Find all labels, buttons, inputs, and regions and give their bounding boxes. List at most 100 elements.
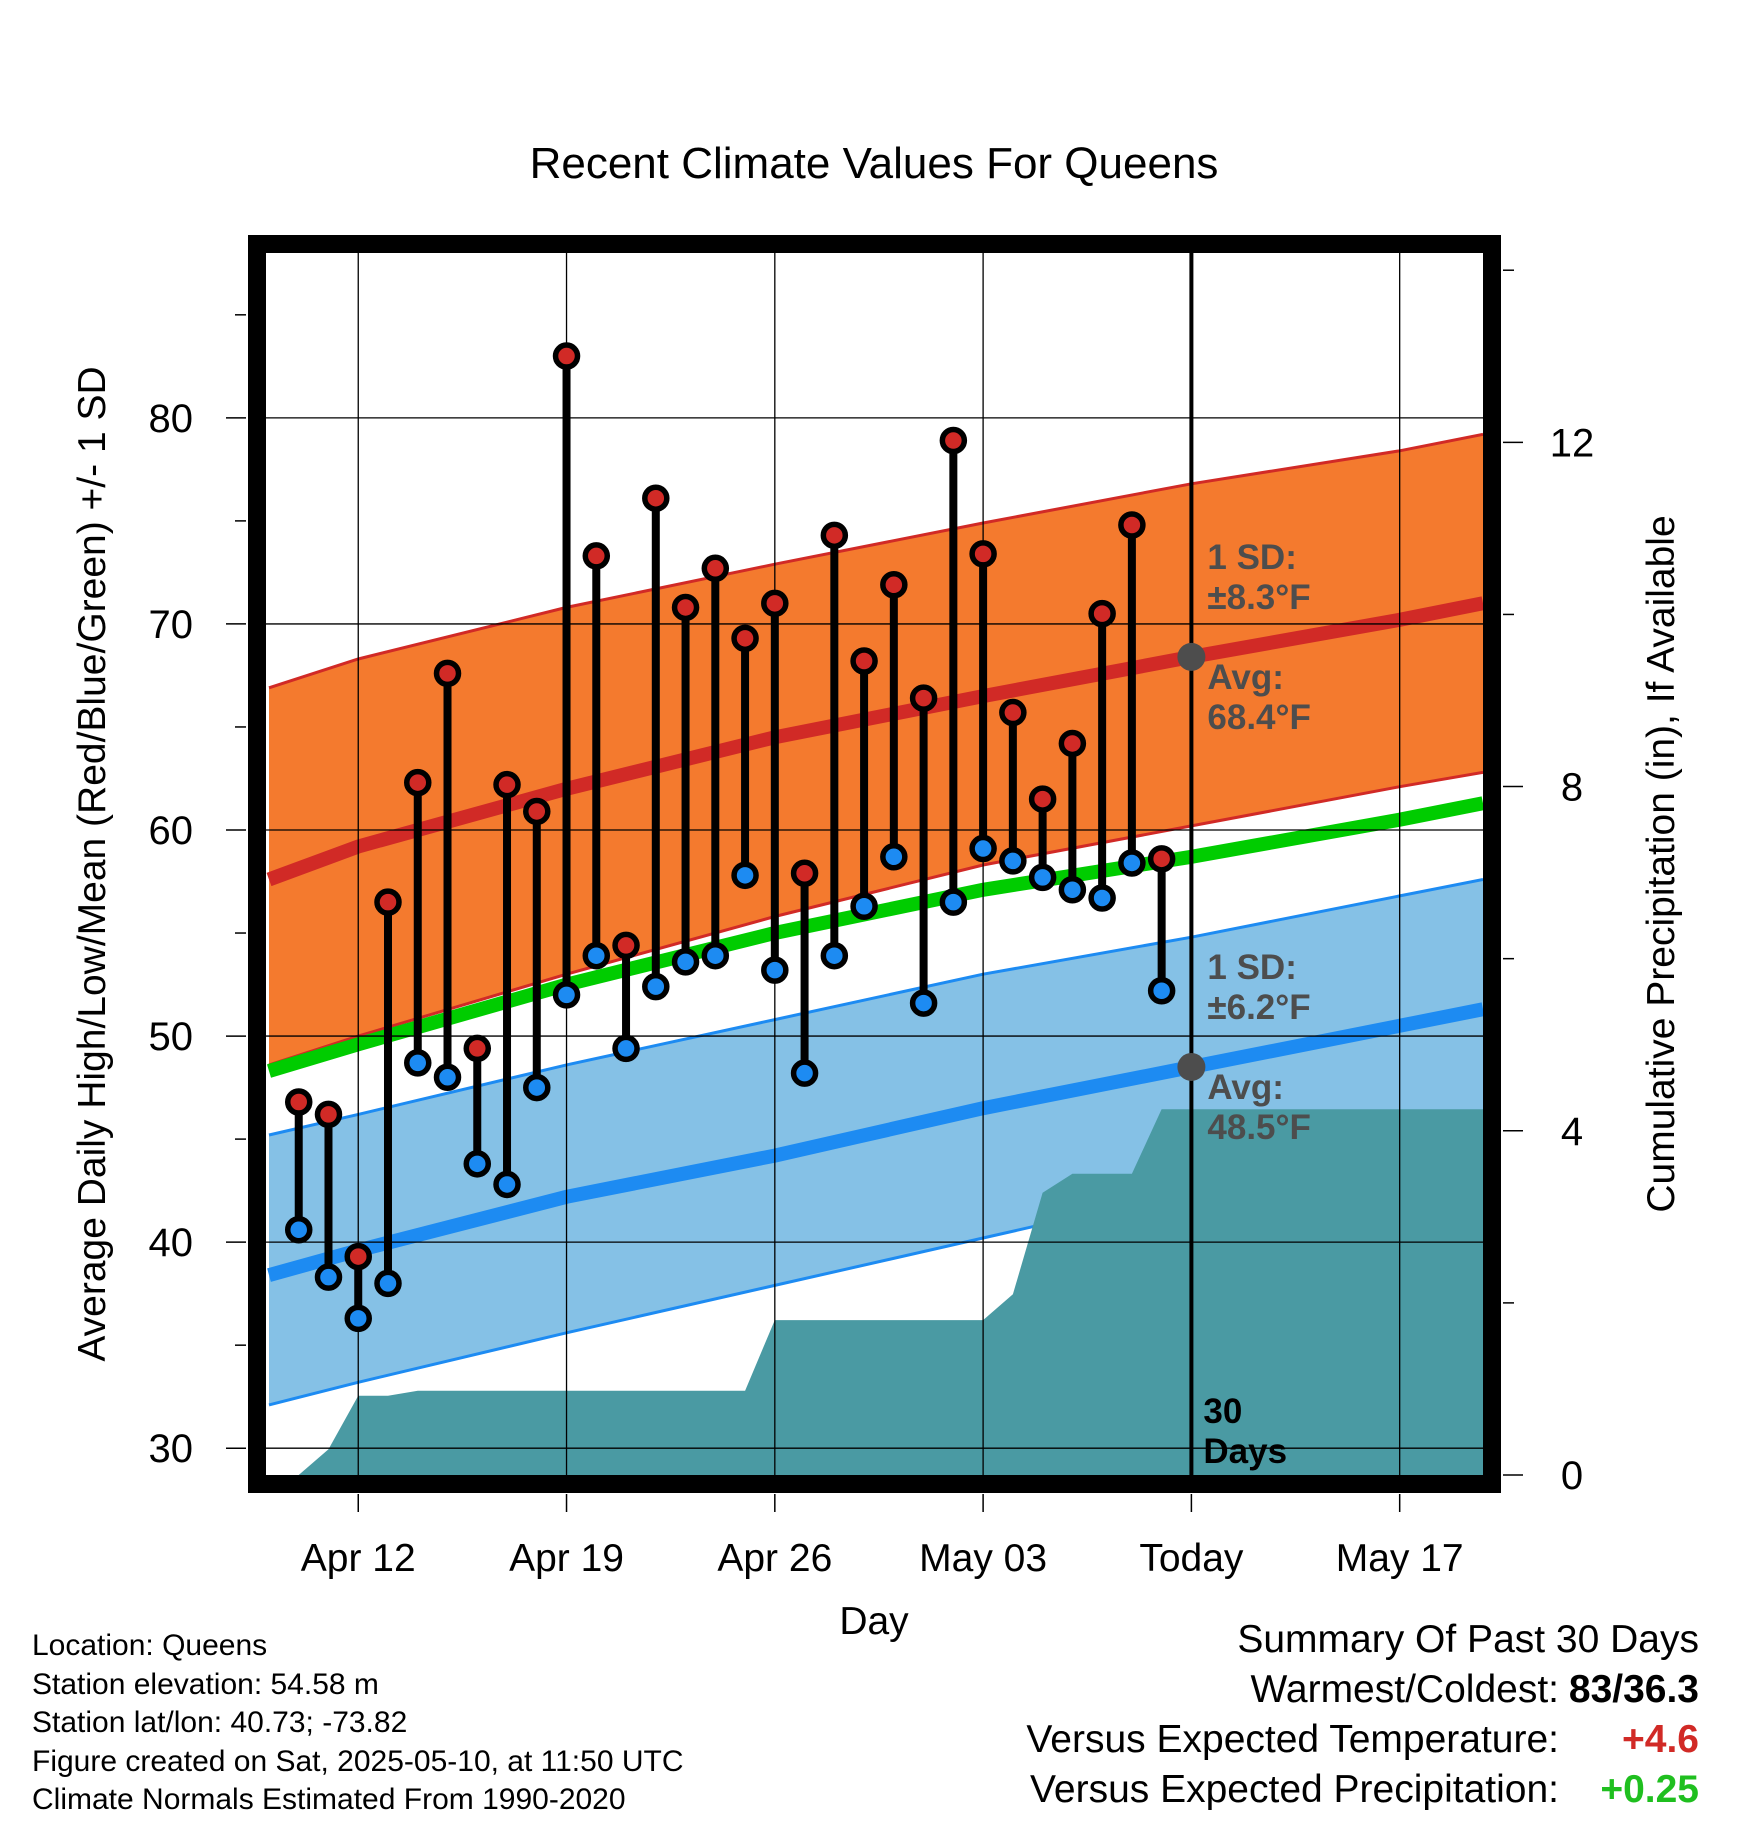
low-temp-point <box>344 1304 372 1333</box>
elevation-text: Station elevation: 54.58 m <box>32 1667 379 1701</box>
avg-high-line <box>266 596 1483 887</box>
low-temp-point <box>1058 876 1087 904</box>
high-sd-band <box>269 434 1483 1065</box>
summary-title: Summary Of Past 30 Days <box>1237 1618 1699 1661</box>
high-temp-point <box>1088 599 1116 628</box>
low-temp-point <box>1147 976 1176 1005</box>
x-tick-label: May 03 <box>919 1537 1047 1580</box>
high-temp-point <box>344 1242 372 1271</box>
high-temp-point <box>523 797 551 826</box>
high-temp-point <box>314 1100 343 1129</box>
high-temp-point <box>671 593 700 622</box>
high-temp-point <box>820 521 849 550</box>
location-text: Location: Queens <box>32 1629 268 1662</box>
x-axis-label: Day <box>839 1600 909 1643</box>
high-temp-point <box>1147 845 1176 873</box>
low-temp-point <box>909 989 938 1017</box>
high-sd-label: 1 SD: <box>1207 538 1296 577</box>
low-temp-point <box>731 861 759 890</box>
high-temp-point <box>731 624 759 653</box>
high-temp-point <box>850 647 878 675</box>
high-temp-point <box>761 589 789 618</box>
low-temp-point <box>701 941 730 970</box>
y2-axis-label: Cumulative Precipitation (in), If Availa… <box>1640 515 1683 1212</box>
summary-panel: Summary Of Past 30 Days Warmest/Coldest:… <box>799 1618 1699 1818</box>
high-temp-point <box>463 1034 492 1063</box>
high-temp-point <box>374 888 402 916</box>
station-info: Location: Queens Station elevation: 54.5… <box>32 1627 684 1820</box>
high-temp-point <box>493 770 521 799</box>
days-count-word: Days <box>1203 1432 1287 1471</box>
high-sd-lower-line <box>268 770 1483 1067</box>
high-temp-point <box>582 542 611 570</box>
temp-anomaly-label: Versus Expected Temperature: <box>1026 1718 1559 1761</box>
low-avg-value: 48.5°F <box>1207 1108 1311 1147</box>
low-temp-point <box>1088 884 1116 912</box>
y-tick-label: 70 <box>149 603 194 647</box>
high-avg-value: 68.4°F <box>1207 698 1311 737</box>
high-temp-point <box>1028 785 1057 813</box>
high-temp-point <box>909 684 938 712</box>
chart-title: Recent Climate Values For Queens <box>530 139 1219 188</box>
warm-cold-value: 83/36.3 <box>1568 1668 1699 1711</box>
low-temp-point <box>433 1063 462 1092</box>
y-axis-label: Average Daily High/Low/Mean (Red/Blue/Gr… <box>71 366 114 1361</box>
high-temp-point <box>642 484 670 512</box>
y-tick-label: 40 <box>149 1221 194 1265</box>
high-temp-point <box>284 1088 313 1116</box>
low-temp-point <box>850 892 878 920</box>
low-temp-point <box>1028 863 1057 892</box>
y-tick-label: 50 <box>149 1015 194 1059</box>
low-temp-point <box>1118 849 1146 877</box>
low-sd-band <box>269 879 1483 1405</box>
today-avg-high-marker <box>1177 642 1206 671</box>
low-temp-point <box>671 948 700 976</box>
created-text: Figure created on Sat, 2025-05-10, at 11… <box>32 1744 684 1778</box>
low-temp-point <box>523 1073 551 1102</box>
high-temp-point <box>939 426 968 455</box>
low-temp-point <box>582 941 611 970</box>
y2-tick-label: 12 <box>1550 421 1595 465</box>
x-tick-label: Apr 26 <box>717 1537 832 1580</box>
x-tick-label: May 17 <box>1336 1537 1464 1580</box>
avg-mean-line <box>266 796 1483 1078</box>
plot-frame <box>248 235 1501 1493</box>
low-sd-upper-line <box>268 878 1483 1137</box>
low-temp-point <box>404 1049 432 1077</box>
days-count-number: 30 <box>1203 1392 1242 1431</box>
precip-anomaly-label: Versus Expected Precipitation: <box>1030 1768 1559 1811</box>
low-temp-point <box>284 1216 313 1244</box>
warm-cold-label: Warmest/Coldest: <box>1250 1668 1559 1711</box>
precipitation-area <box>298 1109 1483 1475</box>
high-avg-label: Avg: <box>1207 658 1283 697</box>
low-temp-point <box>790 1059 819 1087</box>
high-temp-point <box>1058 729 1087 758</box>
high-sd-value: ±8.3°F <box>1207 578 1310 617</box>
x-tick-label: Today <box>1139 1537 1244 1580</box>
precip-anomaly-value: +0.25 <box>1600 1768 1699 1811</box>
high-temp-point <box>999 698 1027 727</box>
temp-anomaly-value: +4.6 <box>1622 1718 1699 1761</box>
low-temp-point <box>463 1150 492 1178</box>
low-temp-point <box>761 956 789 984</box>
y-tick-label: 30 <box>149 1427 194 1471</box>
latlon-text: Station lat/lon: 40.73; -73.82 <box>32 1706 408 1740</box>
low-sd-label: 1 SD: <box>1207 948 1296 987</box>
low-temp-point <box>612 1034 640 1063</box>
low-temp-point <box>642 972 670 1001</box>
high-sd-upper-line <box>268 432 1483 690</box>
low-temp-point <box>880 843 908 871</box>
low-temp-point <box>493 1170 521 1199</box>
low-temp-point <box>820 941 849 970</box>
low-avg-label: Avg: <box>1207 1068 1283 1107</box>
low-temp-point <box>314 1263 343 1291</box>
high-temp-point <box>969 540 997 568</box>
low-sd-value: ±6.2°F <box>1207 988 1310 1027</box>
y-tick-label: 80 <box>149 397 194 441</box>
low-temp-point <box>374 1269 402 1298</box>
high-temp-point <box>552 342 581 370</box>
high-temp-point <box>701 554 730 583</box>
y2-tick-label: 8 <box>1561 766 1583 810</box>
low-temp-point <box>999 847 1027 875</box>
